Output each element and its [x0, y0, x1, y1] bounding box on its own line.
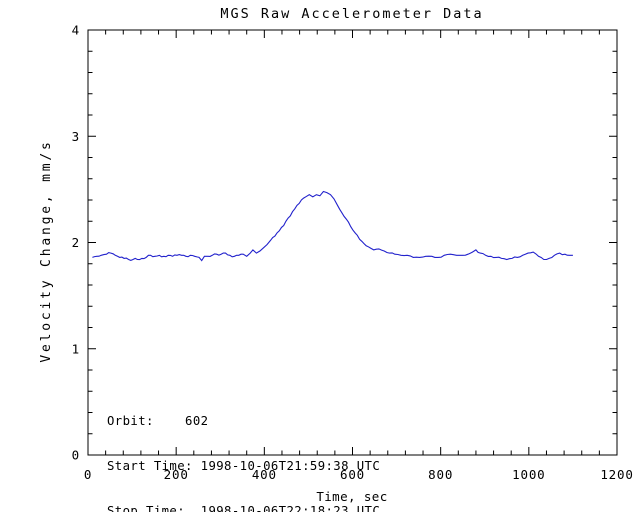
x-tick-label: 800	[428, 467, 453, 482]
y-tick-label: 1	[72, 341, 80, 356]
y-tick-label: 4	[72, 23, 80, 38]
x-tick-label: 1200	[600, 467, 633, 482]
data-series-line	[92, 190, 573, 262]
annotation-block: Orbit: 602 Start Time: 1998-10-06T21:59:…	[107, 384, 380, 512]
y-axis-label: Velocity Change, mm/s	[39, 139, 54, 362]
chart-title: MGS Raw Accelerometer Data	[220, 6, 483, 22]
annotation-stop-time: Stop Time: 1998-10-06T22:18:23 UTC	[107, 504, 381, 512]
x-tick-label: 200	[164, 467, 189, 482]
x-tick-label: 0	[84, 467, 92, 482]
annotation-start-time: Start Time: 1998-10-06T21:59:38 UTC	[107, 459, 381, 473]
y-tick-label: 3	[72, 129, 80, 144]
x-tick-label: 400	[252, 467, 277, 482]
y-tick-label: 2	[72, 235, 80, 250]
annotation-orbit: Orbit: 602	[107, 414, 209, 428]
x-axis-label: Time, sec	[316, 489, 387, 504]
x-tick-label: 1000	[512, 467, 545, 482]
y-tick-label: 0	[72, 448, 80, 463]
x-tick-label: 600	[340, 467, 365, 482]
